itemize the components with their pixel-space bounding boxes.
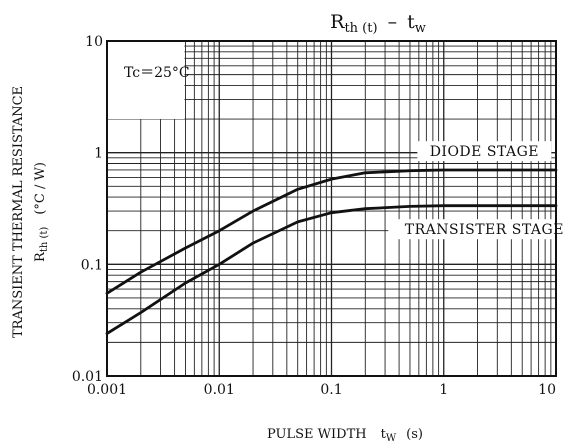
y-axis-symbol-subscript: th (t) — [39, 227, 50, 253]
y-tick-label: 1 — [94, 146, 103, 162]
x-tick-label: 0.1 — [320, 382, 342, 398]
series-group — [105, 168, 558, 335]
x-axis-subscript: W — [386, 433, 397, 444]
title-lhs-symbol: R — [330, 11, 345, 33]
x-axis-unit: (s) — [406, 427, 423, 442]
series-label-background — [388, 219, 567, 240]
title-lhs-subscript: th (t) — [344, 21, 377, 36]
series-labels: DIODE STAGE TRANSISTER STAGE — [388, 141, 567, 240]
y-tick-label: 10 — [85, 34, 103, 50]
y-axis-symbol: Rth (t) (°C / W) — [33, 162, 50, 262]
x-tick-label: 0.001 — [87, 382, 127, 398]
x-tick-label: 10 — [538, 382, 556, 398]
y-axis-title-line1: TRANSIENT THERMAL RESISTANCE — [11, 86, 26, 338]
x-tick-label: 0.01 — [204, 382, 235, 398]
y-axis-title: TRANSIENT THERMAL RESISTANCE — [11, 86, 26, 338]
series-label-diode-stage: DIODE STAGE — [430, 144, 539, 160]
x-tick-label: 1 — [439, 382, 448, 398]
condition-note-text: Tc＝25°C — [124, 65, 190, 81]
y-axis-unit: (°C / W) — [33, 162, 48, 215]
y-tick-label: 0.1 — [81, 257, 103, 273]
x-axis-title: PULSE WIDTH tW (s) — [267, 427, 423, 444]
y-tick-label: 0.01 — [72, 369, 103, 385]
plot-frame — [106, 40, 557, 377]
x-axis-title-text: PULSE WIDTH — [267, 427, 367, 442]
title-rhs-subscript: w — [415, 21, 426, 36]
title-rhs-symbol: t — [407, 11, 415, 33]
chart-title: Rth (t) – tw — [330, 11, 426, 36]
series-line-transister-stage — [105, 204, 558, 335]
series-label-transister-stage: TRANSISTER STAGE — [405, 222, 564, 238]
title-dash: – — [388, 11, 398, 33]
series-label-background — [417, 141, 552, 162]
x-axis-symbol: t — [381, 427, 387, 442]
series-line-diode-stage — [105, 168, 558, 295]
y-axis-symbol-main: R — [33, 251, 48, 262]
svg-text:Rth (t)(°C / W): Rth (t) (°C / W) — [33, 162, 50, 262]
condition-note: Tc＝25°C — [108, 42, 190, 120]
